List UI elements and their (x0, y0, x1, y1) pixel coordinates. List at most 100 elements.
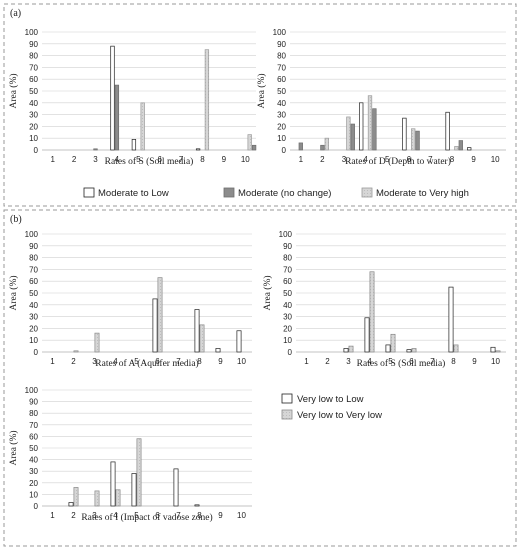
y-axis-label: Area (%) (8, 73, 19, 108)
y-tick-label: 20 (277, 122, 286, 131)
y-tick-label: 70 (29, 265, 38, 274)
bar-series-2 (369, 271, 375, 353)
x-tick-label: 8 (197, 357, 202, 366)
y-tick-label: 80 (29, 52, 38, 61)
bar-extra (251, 144, 257, 151)
legend-swatch (281, 393, 293, 404)
y-tick-label: 100 (273, 28, 287, 37)
x-tick-label: 9 (471, 155, 476, 164)
bar-series-2 (320, 144, 325, 151)
y-tick-label: 10 (277, 134, 286, 143)
x-tick-label: 8 (197, 511, 202, 520)
chart-2: 0 10 20 30 40 50 60 70 80 90 100 1 2 3 4 5 6 7 8 9 10 Rates o… (256, 28, 506, 167)
bar-series-3 (367, 95, 373, 151)
x-axis-label: Rates of A (Aquifer media) (95, 358, 198, 369)
y-tick-label: 80 (283, 254, 292, 263)
y-axis-label: Area (%) (8, 430, 19, 465)
x-tick-label: 7 (428, 155, 433, 164)
bar-series-1 (152, 298, 158, 353)
y-tick-label: 0 (288, 348, 293, 357)
y-tick-label: 40 (29, 99, 38, 108)
x-tick-label: 3 (92, 511, 97, 520)
bar-extra (372, 108, 377, 151)
y-tick-label: 70 (277, 63, 286, 72)
legends-layer: Moderate to Low Moderate (no change) Moder… (83, 187, 469, 421)
bar-series-2 (348, 345, 354, 353)
y-tick-label: 20 (29, 324, 38, 333)
bar-series-1 (406, 349, 412, 353)
x-tick-label: 2 (325, 357, 330, 366)
x-tick-label: 1 (50, 357, 55, 366)
bar-series-3 (346, 116, 351, 151)
bar-extra (415, 130, 420, 151)
x-tick-label: 3 (93, 155, 98, 164)
legend-swatch (361, 187, 373, 198)
x-tick-label: 1 (304, 357, 309, 366)
panel-b-frame (3, 209, 517, 547)
bar-series-3 (204, 49, 210, 151)
y-tick-label: 60 (277, 75, 286, 84)
y-tick-label: 20 (29, 122, 38, 131)
x-tick-label: 2 (320, 155, 325, 164)
x-tick-label: 9 (218, 357, 223, 366)
x-tick-label: 8 (200, 155, 205, 164)
x-tick-label: 5 (134, 357, 139, 366)
x-tick-label: 10 (237, 511, 246, 520)
y-tick-label: 10 (29, 490, 38, 499)
x-tick-label: 5 (385, 155, 390, 164)
y-tick-label: 90 (277, 40, 286, 49)
x-tick-label: 9 (218, 511, 223, 520)
y-tick-label: 0 (34, 502, 39, 511)
x-tick-label: 8 (451, 357, 456, 366)
y-axis-label: Area (%) (262, 275, 273, 310)
y-tick-label: 40 (29, 301, 38, 310)
x-tick-label: 2 (71, 357, 76, 366)
x-tick-label: 1 (299, 155, 304, 164)
bar-series-1 (359, 102, 364, 151)
bar-series-1 (110, 45, 115, 151)
chart-1: 0 10 20 30 40 50 60 70 80 90 100 1 2 3 4 5 6 7 8 9 10 Rates o… (8, 28, 257, 167)
y-tick-label: 50 (277, 87, 286, 96)
bar-series-3 (247, 134, 252, 151)
bar-extra (350, 123, 355, 151)
bar-series-3 (140, 102, 145, 151)
x-tick-label: 4 (113, 511, 118, 520)
x-tick-label: 6 (407, 155, 412, 164)
y-axis-label: Area (%) (8, 275, 19, 310)
x-tick-label: 5 (388, 357, 393, 366)
y-tick-label: 40 (29, 456, 38, 465)
bar-series-2 (114, 84, 120, 151)
y-tick-label: 10 (29, 134, 38, 143)
y-tick-label: 30 (29, 313, 38, 322)
x-tick-label: 5 (136, 155, 141, 164)
x-tick-label: 3 (346, 357, 351, 366)
y-tick-label: 90 (283, 242, 292, 251)
bar-series-2 (94, 490, 100, 507)
y-tick-label: 60 (29, 75, 38, 84)
panel-b-label: (b) (10, 214, 22, 225)
y-tick-label: 50 (283, 289, 292, 298)
x-tick-label: 6 (157, 155, 162, 164)
y-tick-label: 50 (29, 87, 38, 96)
x-tick-label: 2 (71, 511, 76, 520)
y-tick-label: 100 (25, 230, 39, 239)
x-tick-label: 7 (430, 357, 435, 366)
bar-series-1 (110, 461, 116, 507)
y-tick-label: 80 (277, 52, 286, 61)
panel-a-label: (a) (10, 8, 21, 19)
y-tick-label: 20 (29, 479, 38, 488)
bar-series-3 (454, 146, 459, 151)
bar-series-2 (157, 277, 163, 353)
y-tick-label: 100 (25, 386, 39, 395)
y-tick-label: 60 (283, 277, 292, 286)
bar-series-2 (115, 489, 121, 507)
y-tick-label: 0 (282, 146, 287, 155)
bar-series-1 (68, 502, 74, 507)
y-tick-label: 40 (283, 301, 292, 310)
y-tick-label: 60 (29, 277, 38, 286)
y-axis-label: Area (%) (256, 73, 267, 108)
y-tick-label: 70 (29, 63, 38, 72)
x-tick-label: 7 (179, 155, 184, 164)
bar-series-1 (402, 117, 407, 151)
